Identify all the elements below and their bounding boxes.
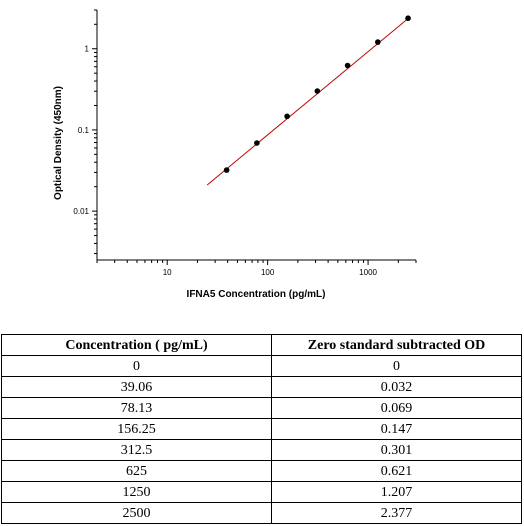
table-row: 312.5 0.301 [1,439,522,461]
concentration-cell: 39.06 [1,376,272,398]
concentration-cell: 1250 [1,481,272,503]
data-points [223,15,411,173]
y-axis-title: Optical Density (450nm) [53,86,64,200]
od-cell: 0.147 [271,418,522,440]
od-cell: 0 [271,355,522,377]
y-tick-label: 1 [85,45,90,54]
concentration-cell: 78.13 [1,397,272,419]
chart-ticks: 10 100 1000 0.01 0.1 1 [73,9,417,277]
od-cell: 0.032 [271,376,522,398]
table-row: 0 0 [1,355,522,377]
x-axis-title: IFNA5 Concentration (pg/mL) [187,289,326,300]
x-tick-label: 1000 [359,268,377,277]
data-point [314,88,321,94]
table-row: 2500 2.377 [1,502,522,524]
data-point [284,113,290,120]
standard-curve-chart: 10 100 1000 0.01 0.1 1 IFNA5 Concentration (p… [53,9,417,300]
od-cell: 0.301 [271,439,522,461]
x-tick-label: 100 [261,268,275,277]
od-cell: 0.069 [271,397,522,419]
data-point [375,39,381,45]
data-point [223,167,230,173]
y-tick-label: 0.1 [78,126,90,135]
x-tick-label: 10 [163,268,172,277]
data-point [254,140,260,146]
fit-line-group [206,16,411,186]
table-header-row: Concentration ( pg/mL) Zero standard sub… [1,334,522,356]
concentration-cell: 2500 [1,502,272,524]
od-cell: 1.207 [271,481,522,503]
concentration-cell: 312.5 [1,439,272,461]
y-tick-label: 0.01 [73,207,89,216]
concentration-cell: 625 [1,460,272,482]
table-row: 39.06 0.032 [1,376,522,398]
concentration-cell: 156.25 [1,418,272,440]
data-point [344,62,351,69]
header-od: Zero standard subtracted OD [271,334,522,356]
od-cell: 2.377 [271,502,522,524]
chart-axes [96,10,416,261]
table-row: 625 0.621 [1,460,522,482]
standard-data-table: Concentration ( pg/mL) Zero standard sub… [1,334,522,524]
od-cell: 0.621 [271,460,522,482]
data-point [405,15,411,22]
table-row: 78.13 0.069 [1,397,522,419]
concentration-cell: 0 [1,355,272,377]
table-row: 1250 1.207 [1,481,522,503]
table-row: 156.25 0.147 [1,418,522,440]
fit-line [206,16,411,186]
header-concentration: Concentration ( pg/mL) [1,334,272,356]
